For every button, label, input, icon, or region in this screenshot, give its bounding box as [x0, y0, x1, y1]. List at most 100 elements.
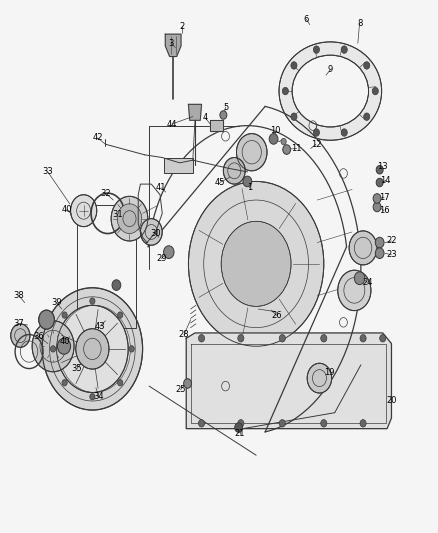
Text: 34: 34 [94, 392, 104, 401]
Text: 3: 3 [168, 39, 173, 48]
Circle shape [269, 134, 278, 144]
Circle shape [373, 202, 381, 212]
Circle shape [111, 196, 148, 241]
Text: 19: 19 [324, 368, 334, 377]
Polygon shape [186, 333, 392, 429]
Text: 21: 21 [235, 430, 245, 439]
Text: 44: 44 [166, 119, 177, 128]
Circle shape [313, 46, 319, 53]
Circle shape [376, 178, 383, 187]
Text: 42: 42 [92, 133, 103, 142]
Circle shape [375, 248, 384, 259]
Polygon shape [165, 34, 181, 56]
Circle shape [32, 321, 74, 372]
Circle shape [117, 312, 123, 318]
Text: 36: 36 [34, 332, 45, 341]
Circle shape [380, 335, 386, 342]
Circle shape [163, 246, 174, 259]
Circle shape [307, 364, 332, 393]
Circle shape [376, 165, 383, 174]
Text: 39: 39 [51, 298, 62, 307]
Circle shape [42, 288, 143, 410]
Circle shape [188, 181, 324, 346]
Text: 24: 24 [362, 278, 373, 287]
Ellipse shape [292, 55, 368, 127]
Circle shape [141, 219, 162, 245]
Circle shape [291, 113, 297, 120]
Text: 6: 6 [304, 15, 309, 24]
Circle shape [223, 158, 245, 184]
Circle shape [39, 310, 54, 329]
Text: 40: 40 [60, 337, 71, 346]
Circle shape [50, 346, 56, 352]
Circle shape [338, 270, 371, 311]
Text: 29: 29 [156, 254, 166, 263]
Circle shape [90, 393, 95, 400]
Circle shape [341, 129, 347, 136]
Text: 40: 40 [62, 205, 72, 214]
Circle shape [341, 46, 347, 53]
Circle shape [360, 419, 366, 427]
Circle shape [354, 272, 365, 285]
Text: 28: 28 [179, 330, 189, 339]
Circle shape [279, 335, 286, 342]
Polygon shape [188, 104, 201, 120]
Circle shape [373, 193, 381, 203]
Circle shape [321, 419, 327, 427]
Text: 37: 37 [14, 319, 25, 328]
Circle shape [238, 335, 244, 342]
Circle shape [281, 139, 286, 145]
Circle shape [71, 195, 97, 227]
Circle shape [11, 324, 30, 348]
Circle shape [237, 134, 267, 171]
Circle shape [184, 378, 191, 388]
Text: 26: 26 [271, 311, 282, 320]
Text: 33: 33 [42, 167, 53, 176]
Circle shape [243, 176, 252, 187]
Text: 32: 32 [100, 189, 111, 198]
Ellipse shape [279, 42, 381, 140]
Circle shape [112, 280, 121, 290]
Circle shape [364, 113, 370, 120]
Text: 35: 35 [72, 364, 82, 373]
Polygon shape [164, 158, 193, 173]
Circle shape [375, 237, 384, 248]
Circle shape [220, 111, 227, 119]
Circle shape [62, 379, 67, 386]
Text: 8: 8 [357, 19, 362, 28]
Text: 4: 4 [202, 113, 208, 122]
Text: 25: 25 [175, 385, 186, 394]
Circle shape [372, 87, 378, 95]
Text: 16: 16 [379, 206, 389, 215]
Text: 10: 10 [270, 126, 280, 135]
Text: 5: 5 [223, 102, 228, 111]
Circle shape [62, 312, 67, 318]
Text: 2: 2 [179, 22, 184, 31]
Text: 1: 1 [247, 183, 252, 192]
Text: 45: 45 [215, 178, 225, 187]
Circle shape [76, 329, 109, 369]
Circle shape [321, 335, 327, 342]
Text: 14: 14 [381, 176, 391, 185]
Circle shape [238, 419, 244, 427]
Circle shape [364, 62, 370, 69]
Text: 31: 31 [113, 210, 123, 219]
Circle shape [279, 419, 286, 427]
Circle shape [360, 335, 366, 342]
Circle shape [57, 305, 128, 392]
Circle shape [117, 204, 142, 233]
Circle shape [283, 87, 288, 95]
Text: 22: 22 [386, 237, 397, 246]
Circle shape [57, 338, 71, 354]
Text: 30: 30 [150, 229, 161, 238]
Text: 17: 17 [379, 193, 389, 202]
Text: 23: 23 [386, 251, 397, 260]
Text: 38: 38 [14, 291, 25, 300]
Text: 20: 20 [386, 396, 397, 405]
Text: 43: 43 [95, 321, 106, 330]
Circle shape [90, 298, 95, 304]
Circle shape [349, 231, 377, 265]
Polygon shape [210, 120, 223, 131]
Circle shape [129, 346, 134, 352]
Circle shape [235, 423, 243, 432]
